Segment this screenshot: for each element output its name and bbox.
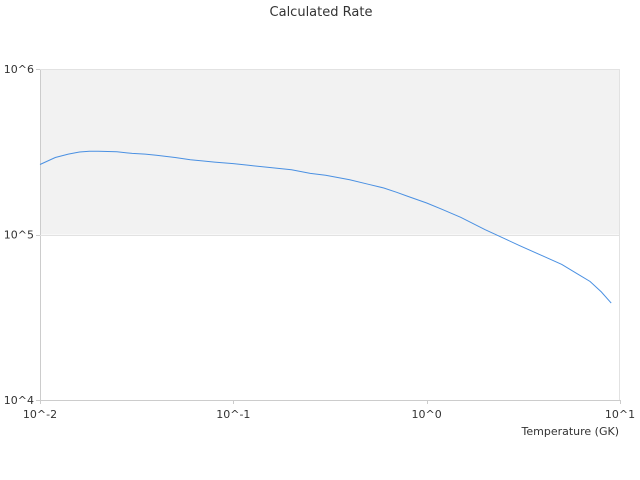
y-tick-label: 10^6 xyxy=(4,63,34,76)
chart-title: Calculated Rate xyxy=(270,5,373,20)
x-axis-label: Temperature (GK) xyxy=(521,425,620,438)
x-tick-label: 10^0 xyxy=(412,408,442,421)
x-tick-label: 10^-1 xyxy=(216,408,250,421)
series-line xyxy=(39,150,612,304)
y-tick-labels: 10^4 10^5 10^6 xyxy=(4,63,620,407)
y-tick-label: 10^5 xyxy=(4,229,34,242)
x-tick-label: 10^1 xyxy=(605,408,635,421)
x-tick-labels: 10^-2 10^-1 10^0 10^1 xyxy=(23,400,635,421)
x-tick-label: 10^-2 xyxy=(23,408,57,421)
y-tick-label: 10^4 xyxy=(4,394,34,407)
shaded-band xyxy=(40,69,620,235)
axes xyxy=(40,69,620,401)
